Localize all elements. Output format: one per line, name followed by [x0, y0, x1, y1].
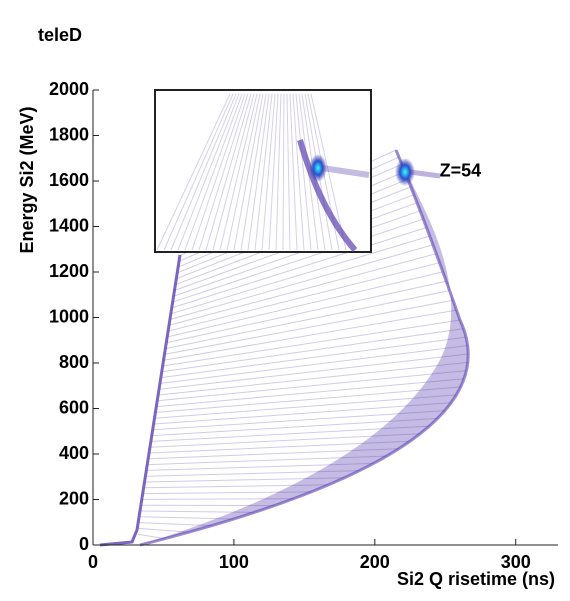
y-axis-label: Energy Si2 (MeV) — [17, 106, 37, 253]
fringe-line — [140, 523, 212, 526]
fringe-line — [165, 291, 449, 349]
fringe-line — [138, 534, 165, 538]
y-tick-label: 1400 — [49, 215, 89, 235]
fringe-line — [143, 499, 293, 500]
fringe-line — [168, 263, 440, 332]
chart-title: teleD — [38, 25, 82, 45]
y-tick-label: 1800 — [49, 124, 89, 144]
y-tick-label: 1000 — [49, 306, 89, 326]
x-tick-label: 300 — [501, 552, 531, 572]
x-tick-label: 100 — [219, 552, 249, 572]
y-tick-label: 800 — [59, 352, 89, 372]
y-tick-label: 200 — [59, 488, 89, 508]
x-tick-label: 200 — [360, 552, 390, 572]
y-tick-label: 0 — [79, 534, 89, 554]
y-tick-label: 1200 — [49, 261, 89, 281]
fringe-line — [160, 346, 467, 384]
annotation: Z=54 — [440, 161, 482, 181]
y-tick-label: 2000 — [49, 79, 89, 99]
fringe-line — [139, 528, 189, 532]
y-tick-label: 400 — [59, 443, 89, 463]
inset — [155, 90, 371, 252]
x-tick-label: 0 — [88, 552, 98, 572]
y-tick-label: 1600 — [49, 170, 89, 190]
fringe-line — [170, 245, 433, 320]
x-axis-label: Si2 Q risetime (ns) — [397, 569, 555, 589]
y-tick-label: 600 — [59, 397, 89, 417]
